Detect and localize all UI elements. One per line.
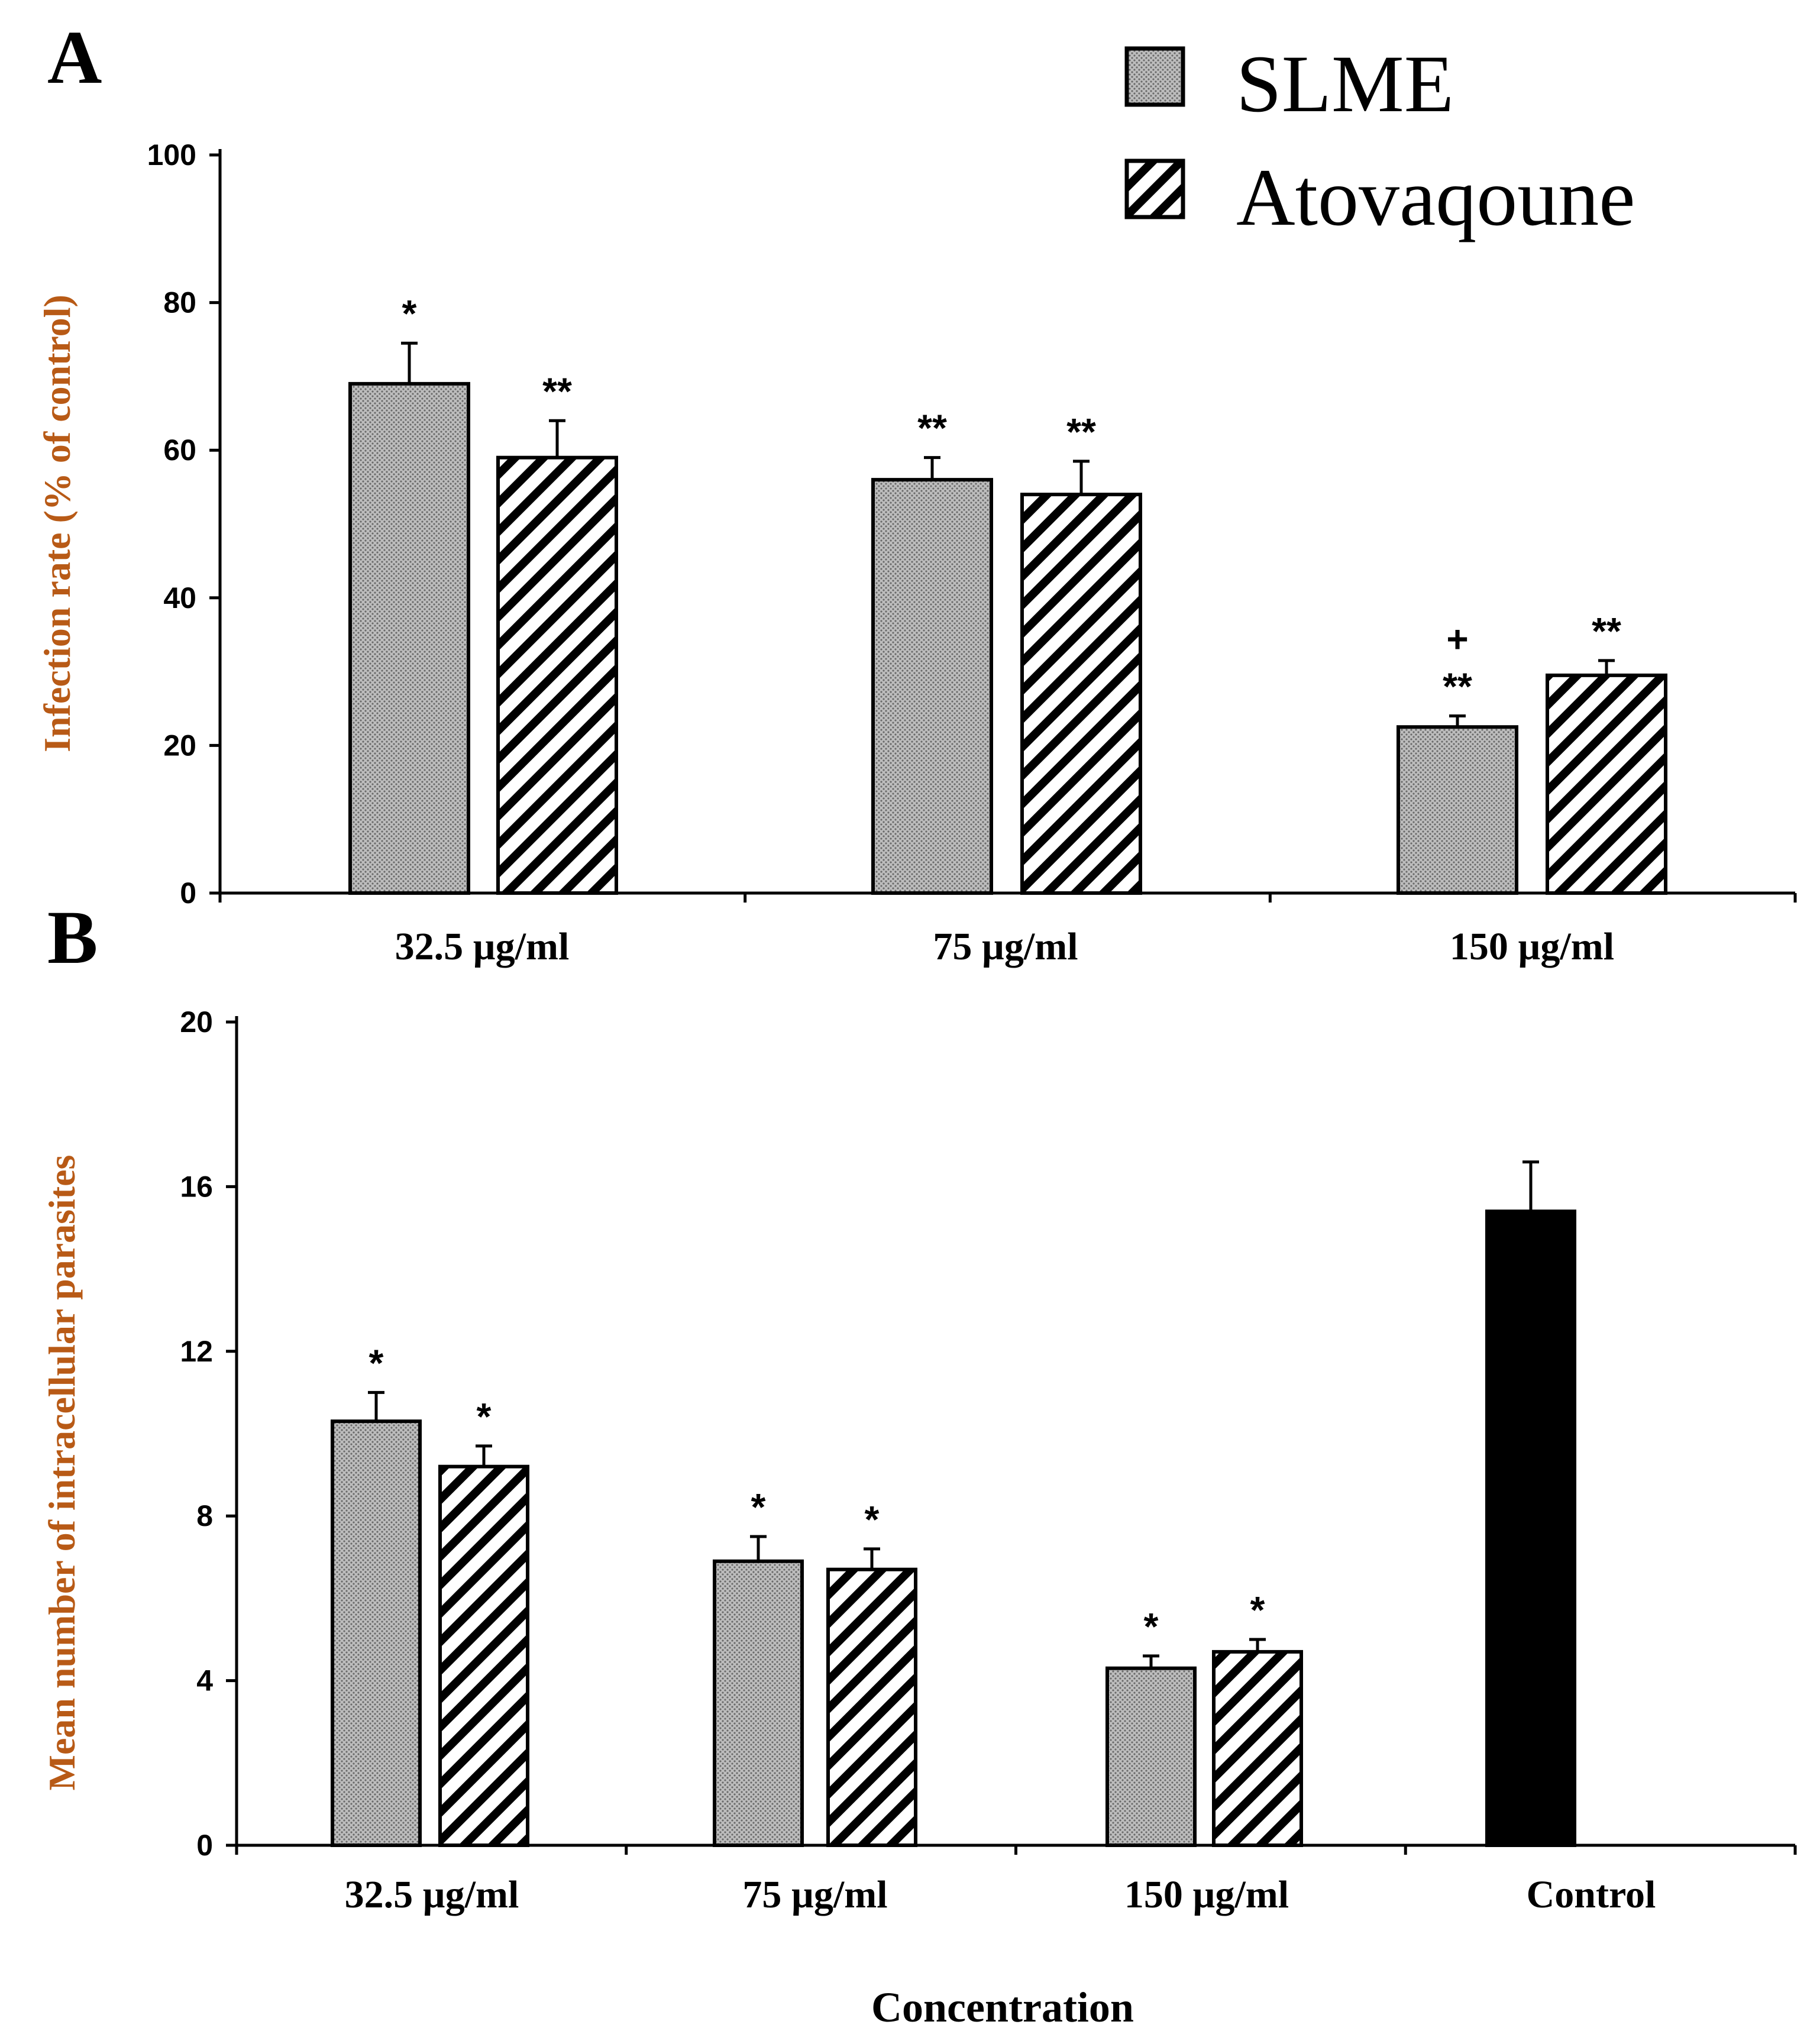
panel-letter-b: B	[47, 895, 98, 979]
bar-atovaqoune	[496, 455, 618, 895]
y-tick-label: 40	[163, 581, 196, 615]
y-tick-label: 80	[163, 286, 196, 319]
y-tick-label: 4	[196, 1664, 213, 1697]
panel-letter-a: A	[47, 15, 102, 99]
significance-label: *	[477, 1395, 492, 1438]
y-axis-label-a: Infection rate (% of control)	[36, 295, 78, 752]
x-category-label: 32.5 µg/ml	[345, 1873, 519, 1916]
legend-swatch-slme	[1124, 46, 1185, 107]
bar-slme	[1397, 725, 1518, 895]
y-tick-label: 16	[180, 1170, 213, 1203]
significance-label: **	[1592, 610, 1621, 652]
bar-atovaqoune	[438, 1464, 529, 1847]
x-axis-label-b: Concentration	[871, 1984, 1134, 2031]
significance-label: *	[865, 1498, 880, 1541]
legend: SLME Atovaqoune	[1124, 38, 1635, 242]
chart-panel-b: 0 4 8 12 16 20 32.5 µg/ml 75 µg/ml 150 µg/ml Cont…	[180, 1005, 1797, 1916]
significance-label: *	[402, 292, 417, 335]
significance-label: *	[751, 1486, 766, 1528]
legend-swatch-atovaqoune	[1124, 159, 1185, 219]
y-tick-label: 60	[163, 434, 196, 467]
bar-atovaqoune	[1212, 1650, 1303, 1847]
legend-label-atovaqoune: Atovaqoune	[1236, 152, 1635, 242]
y-tick-label: 100	[147, 138, 196, 172]
y-tick-label: 0	[196, 1829, 213, 1862]
significance-label: **	[917, 407, 947, 449]
y-tick-label: 20	[180, 1005, 213, 1039]
y-tick-label: 0	[180, 877, 196, 910]
y-tick-label: 12	[180, 1335, 213, 1368]
bar-atovaqoune	[1546, 673, 1667, 895]
legend-label-slme: SLME	[1236, 38, 1454, 129]
significance-label-extra: +	[1446, 617, 1468, 660]
bar-slme	[713, 1559, 804, 1847]
significance-label: **	[1066, 410, 1096, 453]
y-axis-label-b: Mean number of intracellular parasites	[41, 1155, 83, 1791]
chart-panel-a: 0 20 40 60 80 100 32.5 µg/ml 75 µg/ml 150 µg/ml *…	[147, 138, 1797, 968]
bar-control	[1485, 1209, 1576, 1847]
x-category-label: 150 µg/ml	[1124, 1873, 1289, 1916]
significance-label: *	[369, 1341, 384, 1384]
significance-label: **	[542, 370, 572, 412]
significance-label: *	[1250, 1589, 1265, 1631]
bar-slme	[348, 381, 470, 895]
significance-label: *	[1144, 1605, 1159, 1648]
x-category-label: 150 µg/ml	[1450, 925, 1614, 968]
bar-atovaqoune	[1020, 493, 1142, 895]
x-category-label: 75 µg/ml	[742, 1873, 887, 1916]
bar-slme	[1105, 1666, 1197, 1847]
y-tick-label: 8	[196, 1499, 213, 1532]
x-category-label: Control	[1527, 1873, 1656, 1916]
y-tick-label: 20	[163, 729, 196, 762]
bar-slme	[331, 1419, 422, 1848]
bar-slme	[871, 478, 993, 895]
x-category-label: 32.5 µg/ml	[395, 925, 570, 968]
x-category-label: 75 µg/ml	[933, 925, 1078, 968]
bar-atovaqoune	[826, 1567, 917, 1847]
significance-label: **	[1443, 665, 1472, 707]
